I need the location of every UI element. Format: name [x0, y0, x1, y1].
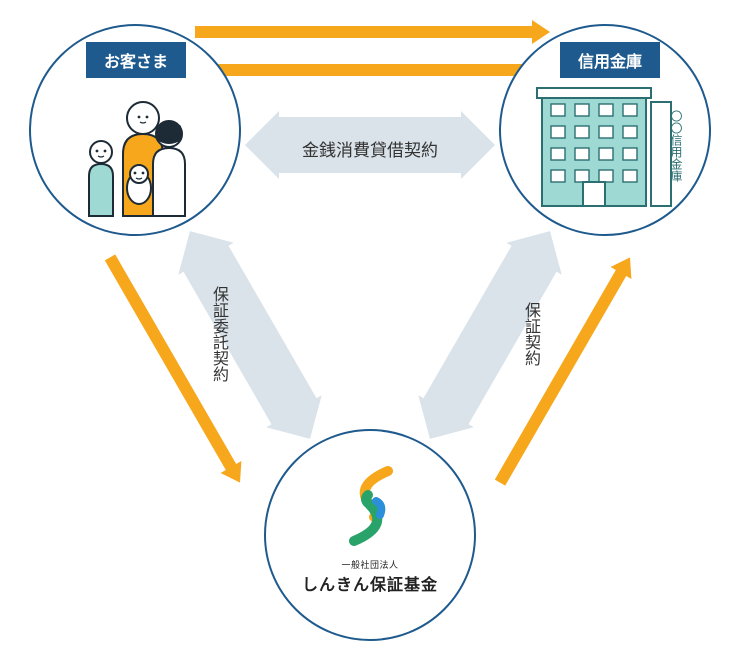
bank-badge: 信用金庫: [560, 42, 660, 78]
edge-label-customer-bank: 金銭消費貸借契約: [300, 136, 440, 161]
arrow-orange-top: [195, 20, 550, 44]
diagram-stage: お客さま 信用金庫 金銭消費貸借契約 保証委託契約 保証契約 一般社団法人 しん…: [0, 0, 741, 657]
arrow-orange-bottom: [195, 58, 550, 82]
bank-illustration: [537, 88, 671, 206]
fund-label-big: しんきん保証基金: [300, 571, 440, 595]
arrow-grey-bank-fund: [402, 215, 577, 455]
fund-label: 一般社団法人 しんきん保証基金: [300, 558, 440, 595]
edge-label-bank-fund: 保証契約: [518, 302, 542, 366]
customer-badge: お客さま: [86, 42, 186, 78]
fund-label-small: 一般社団法人: [300, 558, 440, 571]
edge-label-customer-fund: 保証委託契約: [206, 286, 230, 382]
bank-signage: 〇〇信用金庫: [670, 110, 682, 182]
arrow-grey-customer-fund: [162, 215, 337, 455]
